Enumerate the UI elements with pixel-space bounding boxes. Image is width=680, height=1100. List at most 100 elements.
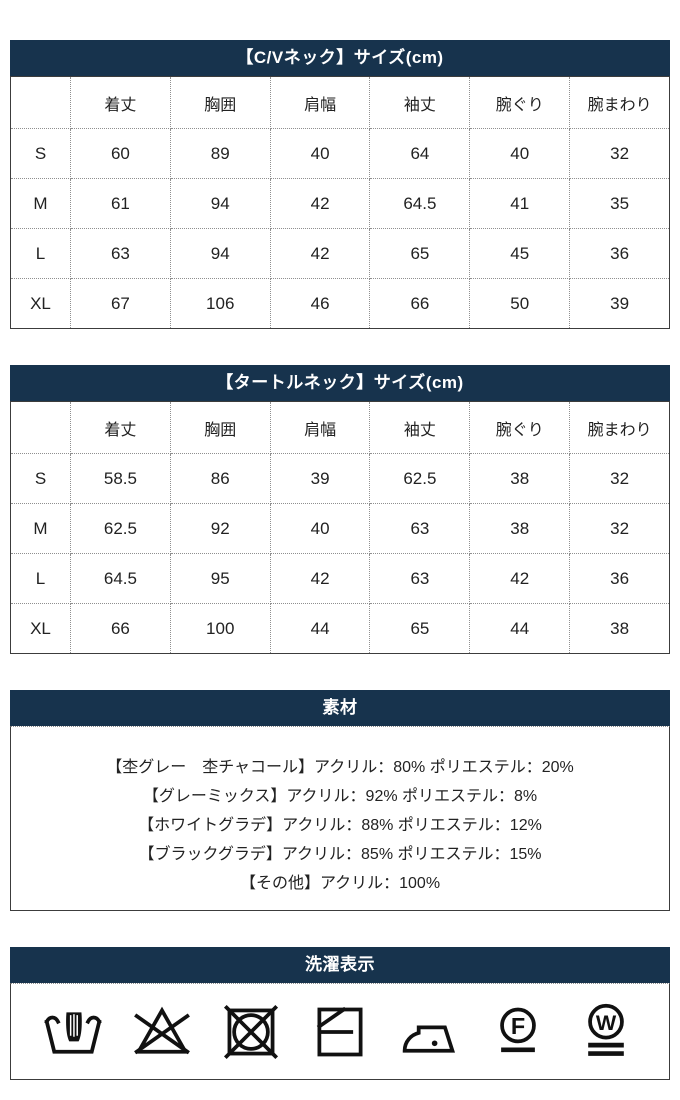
value-cell: 63	[369, 503, 471, 554]
value-cell: 40	[269, 503, 371, 554]
size-label-cell: L	[10, 228, 71, 279]
cv-neck-size-section: 【C/Vネック】サイズ(cm) 着丈 胸囲 肩幅 袖丈 腕ぐり 腕まわり S 6…	[10, 40, 670, 329]
value-cell: 65	[369, 228, 471, 279]
value-cell: 50	[469, 278, 571, 329]
value-cell: 106	[169, 278, 271, 329]
value-cell: 44	[469, 603, 571, 654]
laundry-care-title: 洗濯表示	[10, 947, 670, 983]
value-cell: 58.5	[70, 453, 171, 504]
laundry-symbols-row: F W	[10, 983, 670, 1080]
value-cell: 63	[70, 228, 171, 279]
column-header: 腕まわり	[569, 401, 670, 454]
size-label-cell: L	[10, 553, 71, 604]
value-cell: 94	[169, 228, 271, 279]
size-label-cell: XL	[10, 278, 71, 329]
value-cell: 38	[469, 453, 571, 504]
value-cell: 100	[169, 603, 271, 654]
value-cell: 62.5	[70, 503, 171, 554]
value-cell: 38	[569, 603, 670, 654]
material-title: 素材	[10, 690, 670, 726]
column-header: 腕ぐり	[469, 76, 571, 129]
value-cell: 35	[569, 178, 670, 229]
value-cell: 32	[569, 503, 670, 554]
cv-neck-size-table: 着丈 胸囲 肩幅 袖丈 腕ぐり 腕まわり S 60 89 40 64 40 32	[10, 76, 670, 329]
value-cell: 63	[369, 553, 471, 604]
value-cell: 32	[569, 453, 670, 504]
material-line: 【ブラックグラデ】アクリル：85% ポリエステル：15%	[138, 846, 542, 863]
corner-cell	[10, 401, 71, 454]
cv-neck-size-title: 【C/Vネック】サイズ(cm)	[10, 40, 670, 76]
table-row: S 60 89 40 64 40 32	[10, 128, 670, 179]
column-header: 胸囲	[169, 76, 271, 129]
turtleneck-size-section: 【タートルネック】サイズ(cm) 着丈 胸囲 肩幅 袖丈 腕ぐり 腕まわり S …	[10, 365, 670, 654]
value-cell: 44	[269, 603, 371, 654]
value-cell: 40	[269, 128, 371, 179]
value-cell: 36	[569, 553, 670, 604]
column-header: 着丈	[70, 76, 171, 129]
value-cell: 66	[70, 603, 171, 654]
value-cell: 45	[469, 228, 571, 279]
value-cell: 42	[469, 553, 571, 604]
column-header: 袖丈	[369, 401, 471, 454]
material-body: 【杢グレー 杢チャコール】アクリル：80% ポリエステル：20% 【グレーミック…	[10, 726, 670, 911]
value-cell: 92	[169, 503, 271, 554]
material-line: 【ホワイトグラデ】アクリル：88% ポリエステル：12%	[138, 817, 542, 834]
value-cell: 32	[569, 128, 670, 179]
svg-text:W: W	[596, 1010, 617, 1035]
do-not-tumble-dry-icon	[221, 1001, 281, 1063]
svg-text:F: F	[510, 1012, 524, 1038]
column-header: 腕まわり	[569, 76, 670, 129]
turtleneck-size-table: 着丈 胸囲 肩幅 袖丈 腕ぐり 腕まわり S 58.5 86 39 62.5 3…	[10, 401, 670, 654]
table-row: XL 66 100 44 65 44 38	[10, 603, 670, 654]
column-header: 袖丈	[369, 76, 471, 129]
size-label-cell: XL	[10, 603, 71, 654]
column-header: 肩幅	[269, 76, 371, 129]
value-cell: 42	[269, 553, 371, 604]
value-cell: 86	[169, 453, 271, 504]
value-cell: 89	[169, 128, 271, 179]
wet-clean-W-icon: W	[576, 1001, 636, 1063]
value-cell: 42	[269, 178, 371, 229]
table-row: S 58.5 86 39 62.5 38 32	[10, 453, 670, 504]
value-cell: 38	[469, 503, 571, 554]
turtleneck-size-title: 【タートルネック】サイズ(cm)	[10, 365, 670, 401]
value-cell: 66	[369, 278, 471, 329]
size-label-cell: S	[10, 128, 71, 179]
value-cell: 95	[169, 553, 271, 604]
hand-wash-icon	[43, 1001, 103, 1063]
value-cell: 41	[469, 178, 571, 229]
column-header: 腕ぐり	[469, 401, 571, 454]
value-cell: 61	[70, 178, 171, 229]
table-header-row: 着丈 胸囲 肩幅 袖丈 腕ぐり 腕まわり	[10, 76, 670, 129]
dry-clean-F-icon: F	[488, 1001, 548, 1063]
material-line: 【その他】アクリル：100%	[239, 875, 441, 892]
size-label-cell: M	[10, 178, 71, 229]
value-cell: 94	[169, 178, 271, 229]
value-cell: 64	[369, 128, 471, 179]
value-cell: 60	[70, 128, 171, 179]
column-header: 着丈	[70, 401, 171, 454]
table-row: L 63 94 42 65 45 36	[10, 228, 670, 279]
value-cell: 46	[269, 278, 371, 329]
table-row: M 62.5 92 40 63 38 32	[10, 503, 670, 554]
value-cell: 39	[569, 278, 670, 329]
dry-flat-in-shade-icon	[310, 1001, 370, 1063]
value-cell: 64.5	[70, 553, 171, 604]
table-header-row: 着丈 胸囲 肩幅 袖丈 腕ぐり 腕まわり	[10, 401, 670, 454]
corner-cell	[10, 76, 71, 129]
material-line: 【グレーミックス】アクリル：92% ポリエステル：8%	[142, 788, 538, 805]
size-label-cell: S	[10, 453, 71, 504]
column-header: 胸囲	[169, 401, 271, 454]
value-cell: 40	[469, 128, 571, 179]
material-section: 素材 【杢グレー 杢チャコール】アクリル：80% ポリエステル：20% 【グレー…	[10, 690, 670, 911]
iron-low-heat-icon	[399, 1001, 459, 1063]
table-row: XL 67 106 46 66 50 39	[10, 278, 670, 329]
value-cell: 65	[369, 603, 471, 654]
value-cell: 67	[70, 278, 171, 329]
value-cell: 64.5	[369, 178, 471, 229]
value-cell: 39	[269, 453, 371, 504]
table-row: L 64.5 95 42 63 42 36	[10, 553, 670, 604]
size-label-cell: M	[10, 503, 71, 554]
value-cell: 42	[269, 228, 371, 279]
